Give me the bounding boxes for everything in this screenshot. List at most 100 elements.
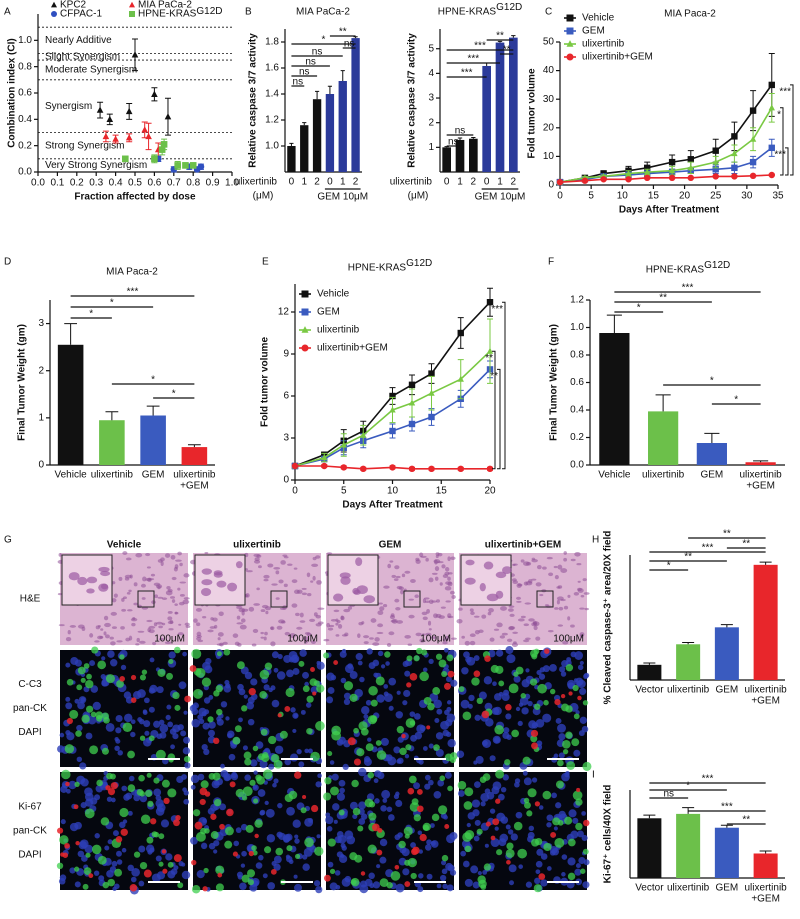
- bar: [676, 813, 701, 878]
- nucleus: [128, 589, 132, 593]
- dapi-nucleus: [413, 782, 420, 790]
- nucleus: [182, 599, 190, 605]
- marker-positive-cell: [130, 674, 137, 681]
- nucleus: [67, 630, 71, 635]
- nucleus: [315, 555, 321, 559]
- nucleus: [489, 637, 495, 642]
- nucleus: [146, 566, 151, 569]
- nucleus: [473, 615, 480, 618]
- pan-ck-cell: [261, 753, 270, 763]
- panel-letter: F: [548, 257, 554, 268]
- dapi-nucleus: [299, 649, 307, 657]
- nucleus: [567, 594, 571, 598]
- nucleus: [81, 626, 86, 632]
- pan-ck-cell: [246, 869, 256, 878]
- nucleus: [133, 582, 138, 587]
- dapi-nucleus: [271, 651, 279, 659]
- bar: [696, 443, 727, 465]
- inset-nucleus: [495, 571, 507, 579]
- dapi-nucleus: [518, 702, 524, 707]
- nucleus: [260, 636, 265, 639]
- dapi-nucleus: [502, 689, 510, 696]
- nucleus: [202, 616, 207, 619]
- marker-positive-cell: [409, 673, 418, 681]
- pan-ck-cell: [379, 878, 389, 887]
- legend-label: CFPAC-1: [60, 9, 102, 20]
- pan-ck-cell: [133, 851, 141, 858]
- marker-positive-cell: [371, 823, 380, 832]
- nucleus: [157, 559, 163, 563]
- pan-ck-cell: [249, 779, 256, 786]
- dapi-nucleus: [560, 671, 567, 677]
- nucleus: [582, 578, 587, 582]
- legend-label: ulixertinib: [317, 325, 360, 336]
- pan-ck-cell: [100, 817, 110, 826]
- dapi-nucleus: [466, 822, 471, 828]
- pan-ck-cell: [343, 681, 354, 691]
- nucleus: [177, 587, 181, 591]
- nucleus: [556, 596, 564, 601]
- nucleus: [445, 600, 451, 603]
- nucleus: [136, 637, 140, 643]
- dapi-nucleus: [508, 864, 517, 873]
- dapi-nucleus: [202, 722, 210, 730]
- x-axis-label: Days After Treatment: [619, 205, 720, 216]
- dapi-nucleus: [203, 748, 210, 756]
- nucleus: [535, 582, 542, 587]
- nucleus: [327, 627, 334, 631]
- x-tick-label: 1: [340, 177, 346, 188]
- nucleus: [116, 640, 123, 643]
- y-axis-label: Fold tumor volume: [260, 337, 271, 427]
- dapi-nucleus: [237, 683, 244, 691]
- nucleus: [122, 596, 127, 600]
- pan-ck-cell: [255, 774, 262, 781]
- dapi-nucleus: [473, 655, 480, 661]
- legend-marker: [566, 27, 574, 35]
- dapi-nucleus: [542, 713, 552, 723]
- dapi-nucleus: [169, 728, 177, 735]
- dapi-nucleus: [426, 839, 432, 846]
- dapi-nucleus: [182, 651, 187, 657]
- pan-ck-cell: [236, 661, 245, 670]
- nucleus: [152, 641, 157, 646]
- marker: [131, 51, 139, 58]
- dapi-nucleus: [143, 738, 152, 747]
- pan-ck-cell: [557, 820, 564, 826]
- pan-ck-cell: [204, 828, 210, 834]
- error-bar: [720, 624, 733, 628]
- nucleus: [148, 578, 155, 581]
- x-tick-label: 0.4: [109, 178, 123, 189]
- dapi-nucleus: [250, 678, 258, 686]
- dapi-nucleus: [158, 719, 165, 726]
- pan-ck-cell: [300, 807, 307, 814]
- pan-ck-cell: [367, 844, 377, 854]
- marker: [749, 135, 757, 142]
- pan-ck-cell: [268, 735, 277, 745]
- dapi-nucleus: [165, 853, 173, 861]
- dapi-nucleus: [208, 721, 216, 729]
- marker: [141, 126, 148, 133]
- pan-ck-cell: [575, 798, 583, 806]
- inset-nucleus: [201, 568, 212, 575]
- nucleus: [481, 614, 487, 619]
- dapi-nucleus: [477, 870, 482, 876]
- x-tick-label: 0.6: [147, 178, 161, 189]
- nucleus: [424, 600, 430, 604]
- nucleus: [426, 608, 430, 614]
- significance-label: **: [742, 815, 750, 826]
- dapi-nucleus: [142, 710, 148, 715]
- pan-ck-cell: [464, 845, 472, 853]
- significance-label: ns: [312, 47, 323, 58]
- nucleus: [99, 635, 104, 639]
- legend-label: GEM: [582, 26, 605, 37]
- pan-ck-cell: [330, 786, 340, 796]
- pan-ck-cell: [323, 652, 330, 659]
- dapi-nucleus: [490, 838, 500, 848]
- dapi-nucleus: [402, 700, 408, 706]
- dapi-nucleus: [500, 816, 509, 824]
- dapi-nucleus: [274, 745, 284, 755]
- dapi-nucleus: [160, 819, 170, 828]
- nucleus: [525, 581, 533, 586]
- pan-ck-cell: [398, 840, 406, 849]
- dapi-nucleus: [446, 834, 455, 844]
